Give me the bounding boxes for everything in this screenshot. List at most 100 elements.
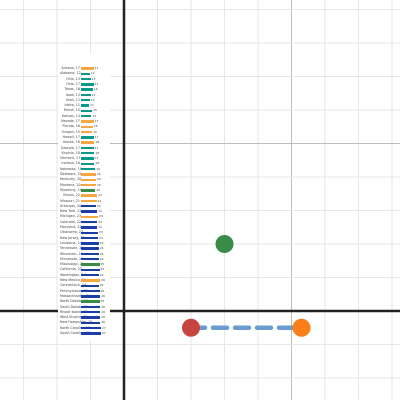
bar	[81, 173, 96, 176]
points[interactable]	[182, 235, 311, 337]
bar-value: 23	[99, 230, 103, 235]
bar	[81, 258, 99, 261]
bar	[81, 273, 99, 277]
bar	[81, 295, 101, 298]
bar	[81, 77, 91, 81]
bar	[81, 146, 94, 150]
bar-row: Washington, 24 24	[58, 273, 110, 278]
bar-chart-image: Arizona, 17 17 Alabama, 12 12 Ohio, 13 13 Ohio…	[58, 54, 110, 340]
bar-row: New Mexico, 26 26	[58, 278, 110, 283]
bar-label: Arkansas, 20	[60, 203, 82, 208]
orange-point[interactable]	[292, 318, 311, 337]
bar-row: Arizona, 17 17	[58, 66, 110, 71]
bar-value: 19	[96, 187, 100, 192]
green-point[interactable]	[215, 235, 234, 253]
bar-value: 22	[98, 209, 103, 214]
bar-row: North Carolina, 27 27	[58, 326, 110, 331]
bar-value: 20	[96, 177, 101, 182]
bar-value: 26	[101, 293, 106, 298]
bar-row: Pennsylvania, 25 25	[58, 289, 110, 294]
bar-row: Delaware, 20 20	[58, 172, 110, 177]
bar-row: Texas, 16 16	[58, 87, 110, 92]
bar-label: Tennessee, 24	[60, 246, 84, 251]
bar	[81, 104, 90, 107]
bar	[81, 226, 98, 229]
bar-value: 25	[100, 267, 105, 272]
bar	[81, 189, 96, 192]
bar-label: New York, 22	[60, 209, 82, 214]
bar	[81, 83, 94, 86]
bar-row: Minnesota, 24 24	[58, 257, 110, 262]
bar-row: Colorado, 22 22	[58, 220, 110, 225]
bar-row: Wyoming, 19 19	[58, 188, 110, 193]
bar	[81, 199, 97, 203]
bar	[81, 305, 101, 309]
bar	[81, 93, 91, 97]
bar-label: New Jersey, 23	[60, 235, 85, 240]
bar-label: Vermont, 17	[60, 156, 81, 161]
red-point[interactable]	[182, 318, 200, 337]
bar-label: Missouri, 21	[60, 198, 80, 203]
bar	[81, 316, 101, 319]
bar-row: South Dakota, 26 26	[58, 305, 110, 310]
bar	[81, 178, 96, 181]
bar-label: Illinois, 22	[63, 193, 80, 198]
bar-row: West Virginia, 26 26	[58, 315, 110, 320]
bar	[81, 72, 90, 75]
bar-value: 20	[96, 182, 101, 187]
bar-label: Alaska, 18	[62, 140, 80, 145]
bar-label: Idaho, 11	[64, 103, 80, 108]
bar	[81, 220, 98, 224]
bar-value: 17	[94, 119, 99, 123]
bar-value: 27	[102, 325, 106, 330]
bar-label: Rhode Island, 26	[60, 309, 88, 314]
bar-row: Arkansas, 20 20	[58, 204, 110, 209]
bar	[81, 183, 96, 187]
bar-value: 20	[96, 203, 101, 208]
bar-value: 25	[100, 299, 105, 304]
bar-value: 26	[101, 304, 106, 309]
bar	[81, 332, 101, 335]
bar-row: Oregon, 15 15	[58, 130, 110, 135]
bar-label: New Hampshire, 26	[60, 320, 93, 325]
bar-row: Michigan, 23 23	[58, 214, 110, 219]
bar-value: 17	[94, 134, 99, 139]
bar-row: Hawaii, 17 17	[58, 135, 110, 140]
bar-value: 26	[101, 309, 106, 314]
bar-label: Massachusetts, 26	[60, 293, 91, 298]
bar-label: Kansas, 14	[62, 113, 80, 118]
bar-label: Indiana, 18	[61, 161, 81, 166]
bar	[81, 120, 94, 123]
bar-label: Georgia, 17	[60, 145, 80, 150]
bar-value: 16	[93, 87, 98, 92]
bar-value: 24	[99, 246, 104, 251]
bar-value: 20	[96, 172, 101, 176]
bar	[81, 157, 94, 160]
bar-row: Utah, 12 12	[58, 98, 110, 103]
bar-label: Connecticut, 24	[60, 283, 87, 288]
bar-value: 12	[90, 97, 95, 102]
bar	[81, 311, 101, 314]
bar-value: 23	[99, 214, 103, 219]
bar-row: Montana, 20 20	[58, 183, 110, 188]
bar	[81, 125, 93, 128]
bar-row: Nevada, 17 17	[58, 119, 110, 124]
bar	[81, 210, 98, 213]
bar-value: 22	[98, 225, 103, 229]
bar	[81, 279, 101, 282]
bar-row: California, 25 25	[58, 267, 110, 272]
bar-row: Massachusetts, 26 26	[58, 294, 110, 299]
bar-label: Wyoming, 19	[60, 187, 82, 192]
bar-row: Maryland, 22 22	[58, 225, 110, 230]
bar	[81, 114, 92, 118]
bar-label: Wisconsin, 24	[60, 251, 83, 256]
bar-value: 17	[94, 156, 99, 161]
bar	[81, 268, 100, 272]
bar-label: South Carolina, 27	[60, 331, 91, 335]
bar-label: Colorado, 22	[60, 219, 82, 224]
bar	[81, 326, 101, 330]
bar	[81, 99, 90, 102]
bar-row: Connecticut, 24 24	[58, 283, 110, 288]
